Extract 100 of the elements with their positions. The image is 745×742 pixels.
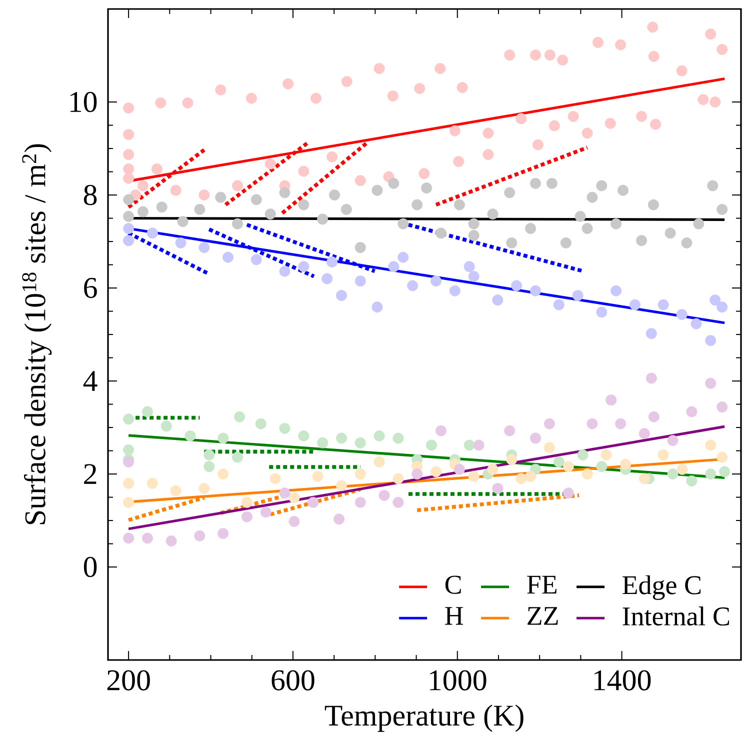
y-tick-label: 8 [84,184,97,206]
point [123,172,134,184]
point [716,204,728,215]
point [596,306,608,318]
point [392,473,404,484]
point [646,328,657,340]
point [468,218,480,230]
point [298,430,310,442]
x-tick-label: 600 [272,670,314,690]
point [160,420,172,432]
point [218,528,229,540]
point [638,428,650,440]
point [388,178,400,189]
point [326,256,338,268]
point [453,156,464,168]
point [615,39,626,50]
point [388,261,400,272]
legend-label: H [445,607,464,625]
point [553,456,564,468]
point [142,532,153,544]
y-tick-label: 10 [70,92,97,112]
point [516,473,527,484]
point [166,535,177,546]
point [354,468,366,480]
y-axis-title: Surface density (10$^{18}$ sites / m$^{2}$) [22,144,52,524]
point [123,478,134,489]
point [155,97,166,108]
point [473,440,484,451]
point [492,294,504,306]
point [308,496,319,508]
point [586,418,598,430]
point [279,187,290,198]
point [525,222,536,234]
point [312,470,324,482]
point [340,204,352,215]
point [336,290,347,301]
point [123,235,134,246]
point [482,149,494,160]
point [710,294,721,306]
point [544,50,556,61]
point [282,78,294,90]
point [430,466,442,478]
point [434,63,446,74]
point [705,28,716,40]
point [279,422,290,434]
point [177,216,188,227]
point [646,372,657,384]
point [532,139,544,150]
y-tick-label: 0 [84,556,97,578]
point [412,468,423,480]
point [246,92,257,104]
point [279,266,290,277]
point [123,163,134,174]
point [596,461,608,472]
point [548,120,560,132]
point [341,76,352,88]
point [610,218,622,230]
x-tick-label: 200 [107,670,150,690]
point [562,488,574,499]
point [372,302,383,313]
point [686,475,698,486]
point [618,184,629,196]
point [530,178,541,189]
point [146,228,158,239]
point [506,454,518,466]
point [492,482,504,494]
point [592,36,604,48]
point [232,180,243,192]
point [454,199,465,210]
point [182,97,194,108]
point [264,158,276,170]
point [412,199,423,210]
point [648,50,660,62]
point [636,235,648,246]
point [435,425,446,436]
point [719,466,730,478]
point [198,482,210,494]
point [234,411,246,422]
point [676,309,688,320]
point [557,54,568,66]
point [298,166,310,177]
point [260,506,272,518]
point [667,468,678,480]
point [705,440,716,451]
point [204,449,215,460]
point [354,437,366,448]
point [716,302,728,313]
point [222,252,234,263]
point [544,442,555,453]
y-tick-label: 4 [83,371,98,391]
point [716,44,728,55]
point [215,84,226,96]
point [568,110,579,122]
point [468,470,480,482]
point [468,230,480,241]
point [464,261,475,272]
point [596,180,608,192]
point [705,468,716,480]
point [142,406,153,418]
point [372,184,383,196]
